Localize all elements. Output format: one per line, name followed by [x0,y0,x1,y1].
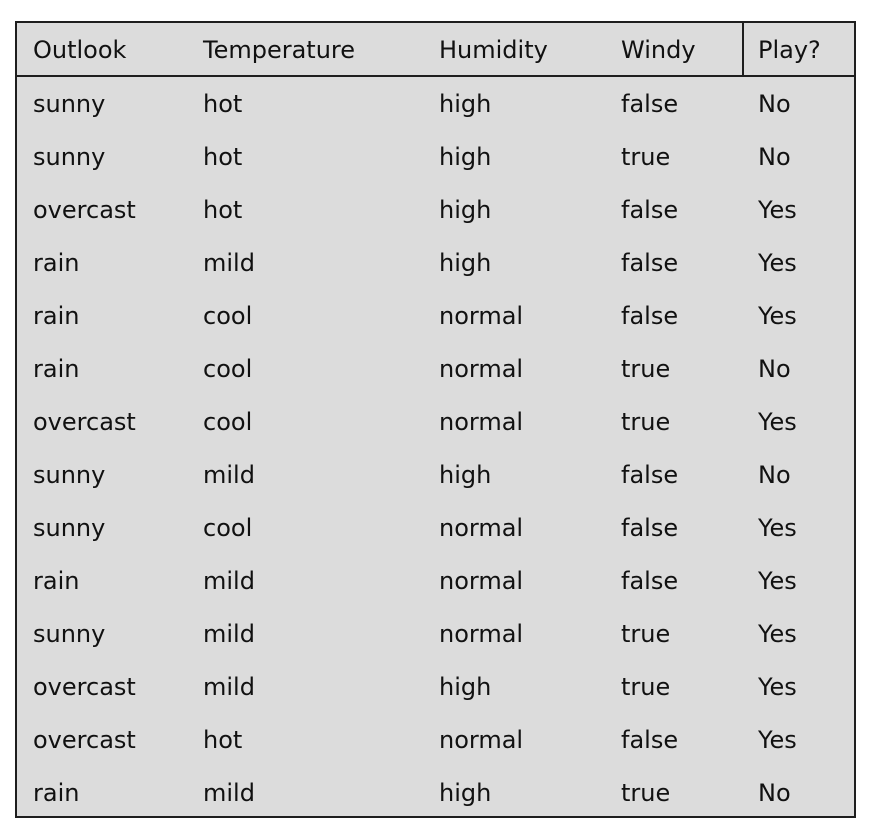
cell-humidity: normal [439,726,524,754]
cell-play: Yes [758,302,797,330]
cell-play: Yes [758,567,797,595]
cell-windy: false [621,726,679,754]
table-row: sunny hot high false No [17,77,854,130]
cell-outlook: overcast [33,408,136,436]
cell-humidity: normal [439,355,524,383]
cell-temperature: hot [203,90,243,118]
cell-play: No [758,355,791,383]
cell-windy: false [621,90,679,118]
cell-play: No [758,461,791,489]
cell-play: No [758,90,791,118]
cell-outlook: rain [33,249,80,277]
header-divider [742,23,744,75]
cell-windy: false [621,461,679,489]
cell-windy: true [621,673,671,701]
table-row: sunny cool normal false Yes [17,501,854,554]
cell-windy: true [621,408,671,436]
table-row: sunny mild high false No [17,448,854,501]
weather-play-table: Outlook Temperature Humidity Windy Play?… [15,21,856,818]
cell-humidity: high [439,143,492,171]
cell-humidity: high [439,461,492,489]
cell-temperature: hot [203,143,243,171]
cell-outlook: rain [33,302,80,330]
table-row: overcast hot normal false Yes [17,713,854,766]
cell-outlook: sunny [33,620,106,648]
table-row: rain mild high false Yes [17,236,854,289]
cell-temperature: cool [203,408,253,436]
column-header-temperature: Temperature [203,36,356,64]
cell-temperature: hot [203,196,243,224]
cell-temperature: cool [203,514,253,542]
column-header-outlook: Outlook [33,36,127,64]
cell-outlook: rain [33,567,80,595]
cell-outlook: rain [33,355,80,383]
cell-temperature: mild [203,567,255,595]
cell-humidity: normal [439,514,524,542]
cell-humidity: high [439,779,492,807]
cell-outlook: sunny [33,514,106,542]
cell-temperature: mild [203,249,255,277]
table-row: overcast cool normal true Yes [17,395,854,448]
cell-temperature: hot [203,726,243,754]
cell-humidity: high [439,249,492,277]
cell-outlook: overcast [33,673,136,701]
cell-play: Yes [758,726,797,754]
cell-outlook: overcast [33,726,136,754]
cell-windy: true [621,355,671,383]
cell-outlook: overcast [33,196,136,224]
cell-outlook: sunny [33,143,106,171]
cell-humidity: high [439,90,492,118]
cell-windy: true [621,779,671,807]
table-row: rain cool normal true No [17,342,854,395]
cell-play: Yes [758,408,797,436]
cell-play: Yes [758,514,797,542]
cell-play: Yes [758,196,797,224]
cell-temperature: mild [203,779,255,807]
cell-humidity: high [439,673,492,701]
cell-play: No [758,143,791,171]
cell-humidity: normal [439,567,524,595]
cell-play: Yes [758,673,797,701]
cell-temperature: mild [203,461,255,489]
cell-temperature: mild [203,673,255,701]
table-row: overcast mild high true Yes [17,660,854,713]
table-row: sunny mild normal true Yes [17,607,854,660]
cell-windy: false [621,567,679,595]
cell-outlook: sunny [33,461,106,489]
cell-humidity: normal [439,408,524,436]
cell-windy: true [621,143,671,171]
cell-temperature: mild [203,620,255,648]
table-row: sunny hot high true No [17,130,854,183]
cell-humidity: normal [439,302,524,330]
cell-windy: true [621,620,671,648]
cell-play: No [758,779,791,807]
table-row: overcast hot high false Yes [17,183,854,236]
cell-windy: false [621,514,679,542]
table-row: rain mild normal false Yes [17,554,854,607]
table-header-row: Outlook Temperature Humidity Windy Play? [17,23,854,77]
column-header-windy: Windy [621,36,696,64]
cell-outlook: rain [33,779,80,807]
cell-play: Yes [758,620,797,648]
cell-temperature: cool [203,355,253,383]
table-row: rain mild high true No [17,766,854,819]
cell-windy: false [621,196,679,224]
cell-windy: false [621,302,679,330]
column-header-play: Play? [758,36,821,64]
cell-humidity: normal [439,620,524,648]
cell-play: Yes [758,249,797,277]
table-row: rain cool normal false Yes [17,289,854,342]
cell-temperature: cool [203,302,253,330]
column-header-humidity: Humidity [439,36,548,64]
cell-outlook: sunny [33,90,106,118]
cell-humidity: high [439,196,492,224]
cell-windy: false [621,249,679,277]
